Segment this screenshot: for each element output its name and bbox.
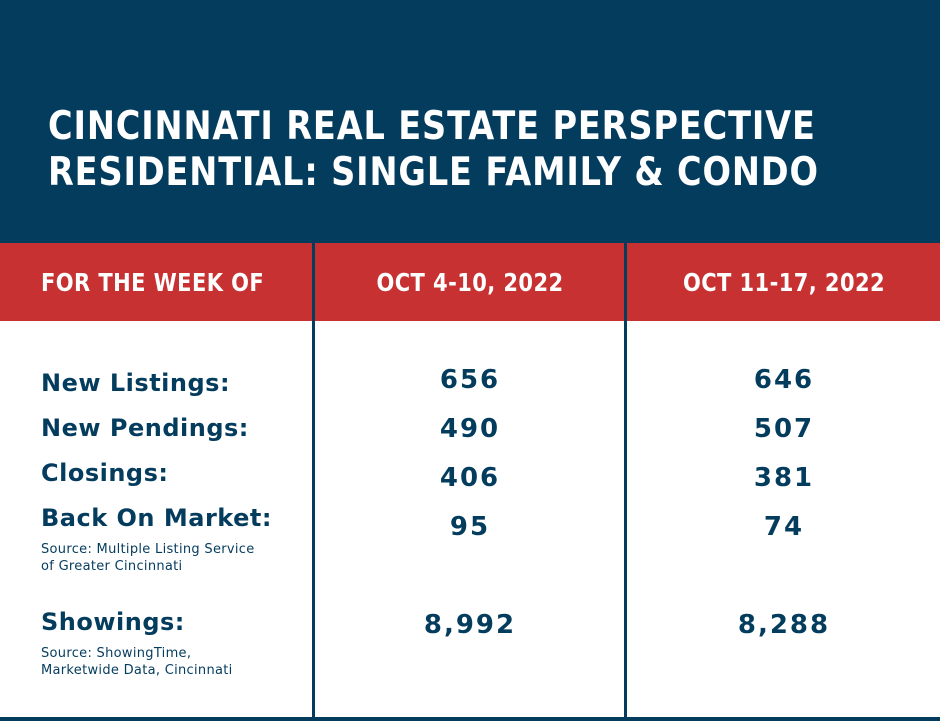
column-header-label: FOR THE WEEK OF — [41, 268, 265, 297]
value-new-listings-week1: 656 — [439, 365, 501, 395]
value-new-listings-week2: 646 — [753, 365, 815, 395]
header-banner: CINCINNATI REAL ESTATE PERSPECTIVE RESID… — [0, 0, 940, 243]
source-mls-line-1: Source: Multiple Listing Service — [41, 542, 255, 557]
value-back-on-market-week1: 95 — [449, 512, 491, 542]
column-header-week2: OCT 11-17, 2022 — [682, 268, 886, 297]
title-line-2: RESIDENTIAL: SINGLE FAMILY & CONDO — [48, 150, 819, 195]
row-label-new-pendings: New Pendings: — [41, 414, 249, 442]
value-new-pendings-week1: 490 — [439, 414, 501, 444]
row-label-back-on-market: Back On Market: — [41, 504, 272, 532]
page-title: CINCINNATI REAL ESTATE PERSPECTIVE RESID… — [48, 104, 819, 196]
column-header-bar — [0, 243, 940, 321]
column-divider — [312, 243, 315, 721]
source-note-showings: Source: ShowingTime, Marketwide Data, Ci… — [41, 645, 233, 679]
table-bottom-border — [0, 717, 940, 721]
value-new-pendings-week2: 507 — [753, 414, 815, 444]
column-header-week1: OCT 4-10, 2022 — [376, 268, 564, 297]
column-divider — [624, 243, 627, 721]
value-back-on-market-week2: 74 — [763, 512, 805, 542]
source-showings-line-2: Marketwide Data, Cincinnati — [41, 663, 233, 678]
row-label-new-listings: New Listings: — [41, 369, 231, 397]
source-note-mls: Source: Multiple Listing Service of Grea… — [41, 541, 255, 575]
source-mls-line-2: of Greater Cincinnati — [41, 559, 183, 574]
value-showings-week2: 8,288 — [737, 610, 831, 640]
source-showings-line-1: Source: ShowingTime, — [41, 646, 192, 661]
title-line-1: CINCINNATI REAL ESTATE PERSPECTIVE — [48, 104, 816, 149]
row-label-closings: Closings: — [41, 459, 169, 487]
row-label-showings: Showings: — [41, 608, 185, 636]
value-closings-week2: 381 — [753, 463, 815, 493]
value-closings-week1: 406 — [439, 463, 501, 493]
value-showings-week1: 8,992 — [423, 610, 517, 640]
